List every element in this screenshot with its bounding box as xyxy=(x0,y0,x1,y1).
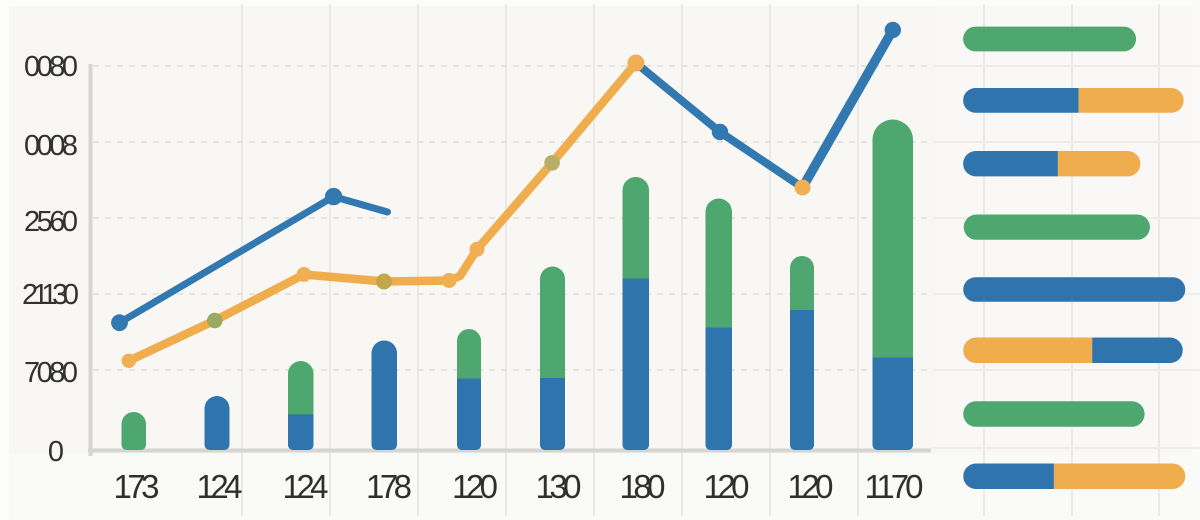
svg-text:7080: 7080 xyxy=(24,357,78,389)
svg-text:120: 120 xyxy=(452,468,498,505)
svg-text:130: 130 xyxy=(536,468,582,505)
svg-text:178: 178 xyxy=(366,468,412,505)
svg-text:180: 180 xyxy=(620,468,666,505)
svg-text:21130: 21130 xyxy=(22,279,79,311)
svg-text:1170: 1170 xyxy=(865,468,924,505)
svg-text:0008: 0008 xyxy=(24,130,78,162)
svg-text:0: 0 xyxy=(48,436,64,468)
svg-text:124: 124 xyxy=(283,468,329,505)
svg-text:2560: 2560 xyxy=(24,206,78,238)
svg-text:173: 173 xyxy=(114,468,160,505)
svg-text:0080: 0080 xyxy=(24,51,78,83)
svg-text:124: 124 xyxy=(197,468,243,505)
svg-text:120: 120 xyxy=(788,468,834,505)
svg-text:120: 120 xyxy=(704,468,750,505)
